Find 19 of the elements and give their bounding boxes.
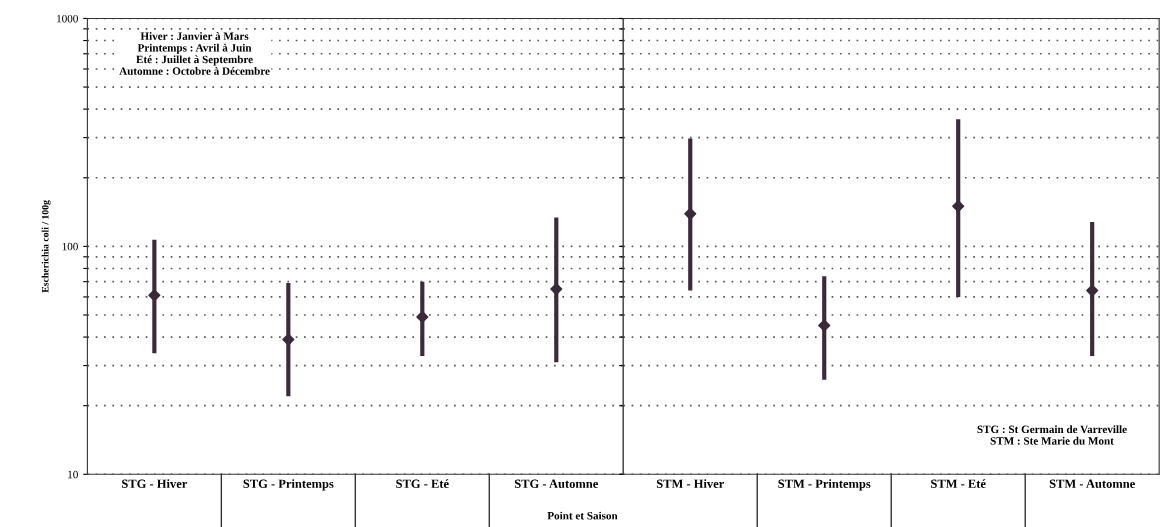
annotation: STG : St Germain de Varreville STM : Ste Marie du Mont [977, 425, 1127, 445]
x-tick-label: STG - Automne [514, 479, 598, 488]
x-tick-label: STM - Automne [1049, 479, 1135, 488]
x-tick-label: STM - Hiver [656, 479, 725, 488]
x-tick-label: STM - Eté [931, 479, 986, 488]
annotation: Hiver : Janvier à Mars Printemps : Avril à Juin Eté : Juillet à Septembre Automne : Octobre à Décembre [119, 32, 270, 75]
point [282, 333, 295, 346]
y-axis-title: Escherichia coli / 100g [41, 200, 51, 293]
x-tick-label: STM - Printemps [778, 479, 871, 491]
x-tick-label: STG - Eté [396, 479, 449, 488]
x-tick-label: STG - Hiver [122, 479, 188, 488]
x-tick-label: STG - Printemps [243, 479, 334, 491]
point [550, 282, 563, 296]
y-tick-label: 100 [62, 242, 78, 251]
point [818, 319, 831, 332]
x-axis-title: Point et Saison [547, 511, 618, 520]
point [416, 310, 429, 324]
y-tick-label: 1000 [57, 14, 78, 23]
y-tick-label: 10 [68, 470, 78, 479]
